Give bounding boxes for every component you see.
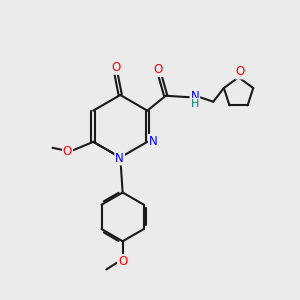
Text: N: N [149, 135, 158, 148]
Text: O: O [236, 65, 245, 79]
Text: O: O [111, 61, 120, 74]
Text: H: H [191, 99, 199, 109]
Text: O: O [154, 63, 163, 76]
Text: O: O [63, 145, 72, 158]
Text: N: N [190, 90, 199, 103]
Text: N: N [115, 152, 124, 164]
Text: O: O [118, 255, 127, 268]
